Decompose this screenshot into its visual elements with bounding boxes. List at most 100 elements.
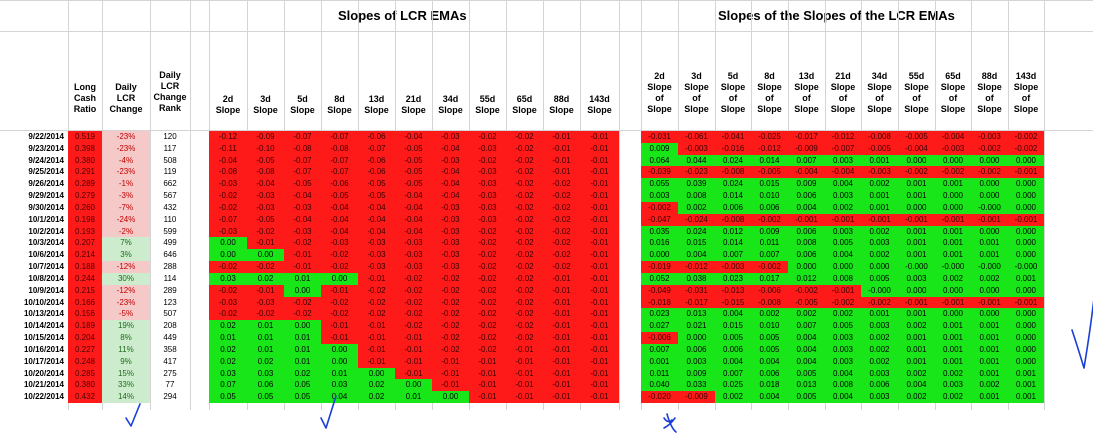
slope-cell: -0.02 [469,237,506,250]
header-slope-1: 3d Slope [253,94,278,115]
lcr-cell: 0.291 [68,166,102,179]
slope-cell: -0.08 [284,142,321,155]
slope-of-slope-cell: -0.002 [825,296,861,309]
slope-cell: -0.02 [469,261,506,273]
grid-vline [619,0,620,410]
slope-of-slope-cell: 0.013 [788,379,825,392]
slope-cell: -0.01 [321,332,358,344]
slope-of-slope-cell: 0.003 [861,237,898,250]
slope-of-slope-cell: -0.004 [825,166,861,179]
slope-of-slope-cell: -0.000 [898,261,935,273]
slope-cell: 0.02 [358,379,395,392]
slope-cell: -0.07 [321,166,358,179]
slope-cell: -0.03 [395,249,432,262]
header-slope-of-slope-9: 88d Slope of Slope [977,71,1002,114]
lcr-cell: 0.380 [68,379,102,392]
slope-cell: -0.08 [209,166,247,179]
slope-cell: -0.08 [321,142,358,155]
slope-cell: -0.03 [284,225,321,238]
slope-of-slope-cell: 0.000 [1008,154,1044,167]
slope-cell: 0.00 [284,320,321,333]
slope-cell: 0.02 [247,355,284,368]
slope-cell: 0.03 [209,272,247,285]
slope-cell: -0.01 [469,391,506,404]
slope-cell: 0.00 [247,249,284,262]
rank-cell: 646 [163,250,177,260]
slope-of-slope-cell: 0.004 [715,355,751,368]
slope-cell: -0.03 [358,261,395,273]
slope-of-slope-cell: -0.047 [641,213,678,226]
slope-cell: -0.01 [543,332,580,344]
slope-cell: -0.02 [432,332,469,344]
slope-of-slope-cell: 0.052 [641,272,678,285]
slope-cell: 0.07 [209,379,247,392]
slope-cell: -0.02 [543,213,580,226]
slope-cell: -0.05 [395,166,432,179]
row-date: 9/22/2014 [28,132,64,141]
slope-cell: -0.02 [395,320,432,333]
slope-of-slope-cell: 0.000 [935,190,971,202]
slope-cell: -0.01 [543,296,580,309]
slope-cell: 0.00 [432,391,469,404]
slope-cell: -0.02 [432,296,469,309]
rank-cell: 449 [163,333,177,343]
slope-cell: 0.06 [247,379,284,392]
slope-cell: -0.01 [506,343,543,356]
slope-cell: -0.04 [432,142,469,155]
slope-of-slope-cell: 0.038 [678,272,715,285]
slope-cell: -0.02 [506,308,543,321]
slope-cell: -0.05 [321,190,358,202]
slope-cell: -0.01 [395,332,432,344]
slope-of-slope-cell: -0.000 [971,201,1008,214]
slope-cell: -0.01 [358,343,395,356]
header-slope-2: 5d Slope [290,94,315,115]
slope-of-slope-cell: 0.024 [715,154,751,167]
rank-cell: 294 [163,392,177,402]
slope-of-slope-cell: -0.006 [641,332,678,344]
slope-cell: -0.01 [247,284,284,297]
slope-cell: -0.02 [321,249,358,262]
check-mark-right-margin [1071,299,1093,369]
slope-cell: -0.02 [506,332,543,344]
slope-cell: -0.03 [432,201,469,214]
slope-cell: -0.02 [506,154,543,167]
slope-of-slope-cell: -0.041 [715,131,751,143]
slope-of-slope-cell: 0.016 [641,237,678,250]
slope-cell: -0.01 [580,178,619,191]
slope-of-slope-cell: -0.000 [971,261,1008,273]
slope-cell: -0.02 [209,308,247,321]
header-slope-of-slope-5: 21d Slope of Slope [830,71,856,114]
slope-cell: -0.02 [395,308,432,321]
slope-cell: -0.02 [358,284,395,297]
slope-of-slope-cell: 0.003 [825,332,861,344]
slope-cell: 0.02 [209,343,247,356]
slope-of-slope-cell: 0.003 [898,272,935,285]
slope-of-slope-cell: 0.011 [751,237,788,250]
slope-of-slope-cell: 0.024 [678,225,715,238]
slope-cell: -0.02 [506,272,543,285]
rank-cell: 662 [163,179,177,189]
rank-cell: 599 [163,226,177,236]
slope-cell: -0.02 [506,261,543,273]
slope-of-slope-cell: 0.000 [935,308,971,321]
slope-cell: 0.00 [321,355,358,368]
slope-cell: -0.02 [432,272,469,285]
slope-cell: -0.03 [209,225,247,238]
slope-of-slope-cell: 0.000 [1008,308,1044,321]
slope-of-slope-cell: 0.003 [935,379,971,392]
header-slope-of-slope-2: 5d Slope of Slope [720,71,746,114]
slope-of-slope-cell: -0.003 [861,166,898,179]
slope-cell: -0.05 [358,190,395,202]
slope-of-slope-cell: 0.000 [788,261,825,273]
slope-cell: -0.02 [469,296,506,309]
slope-of-slope-cell: 0.001 [898,343,935,356]
slope-cell: -0.01 [358,272,395,285]
slope-cell: -0.03 [247,190,284,202]
slope-cell: -0.02 [321,308,358,321]
slope-of-slope-cell: -0.008 [751,296,788,309]
rank-cell: 567 [163,191,177,201]
row-date: 9/23/2014 [28,143,64,153]
check-mark-slopes [320,395,337,429]
lcr-cell: 0.204 [68,332,102,344]
slope-of-slope-cell: 0.000 [1008,355,1044,368]
